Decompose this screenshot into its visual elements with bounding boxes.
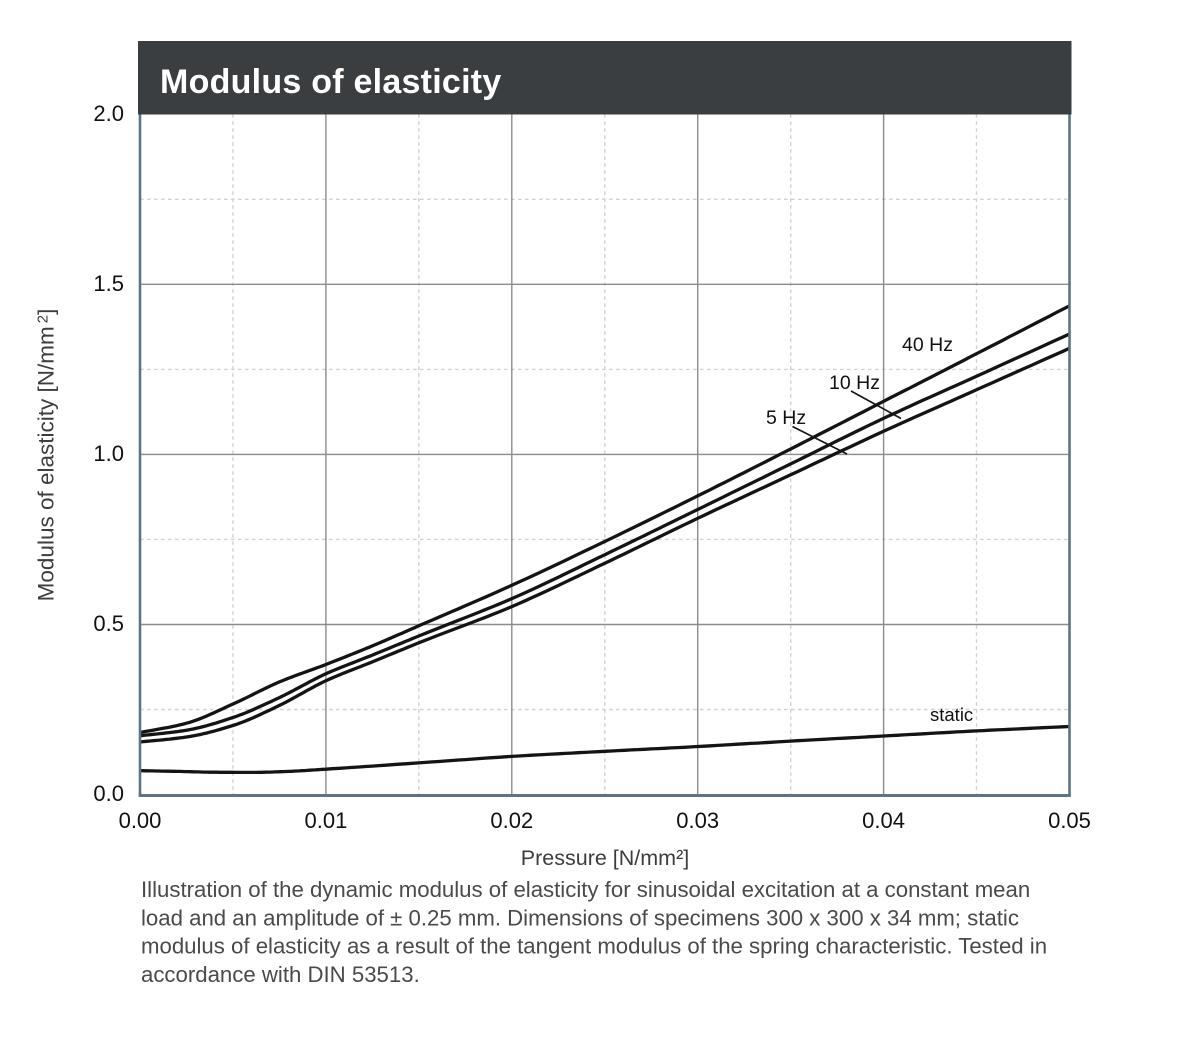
svg-text:40 Hz: 40 Hz [902,334,953,356]
svg-text:load and an amplitude of ± 0.2: load and an amplitude of ± 0.25 mm. Dime… [141,905,1019,930]
svg-text:2.0: 2.0 [93,101,124,126]
svg-text:accordance with DIN 53513.: accordance with DIN 53513. [141,962,420,987]
svg-text:0.05: 0.05 [1048,808,1091,833]
svg-text:Illustration of the dynamic mo: Illustration of the dynamic modulus of e… [141,877,1030,902]
svg-text:0.0: 0.0 [93,781,124,806]
svg-text:0.5: 0.5 [93,611,124,636]
svg-text:1.5: 1.5 [93,271,124,296]
svg-text:Pressure [N/mm²]: Pressure [N/mm²] [521,846,689,870]
svg-text:0.04: 0.04 [862,808,905,833]
svg-text:modulus of elasticity as a res: modulus of elasticity as a result of the… [141,934,1047,959]
svg-text:5 Hz: 5 Hz [766,407,806,429]
svg-text:0.01: 0.01 [304,808,347,833]
svg-text:10 Hz: 10 Hz [829,372,880,394]
svg-text:static: static [930,704,973,725]
svg-text:1.0: 1.0 [93,441,124,466]
svg-text:Modulus of elasticity: Modulus of elasticity [160,63,502,101]
svg-text:Modulus of elasticity [N/mm 2]: Modulus of elasticity [N/mm 2] [34,309,59,602]
svg-text:0.03: 0.03 [676,808,719,833]
svg-text:0.02: 0.02 [490,808,533,833]
svg-text:0.00: 0.00 [119,808,162,833]
